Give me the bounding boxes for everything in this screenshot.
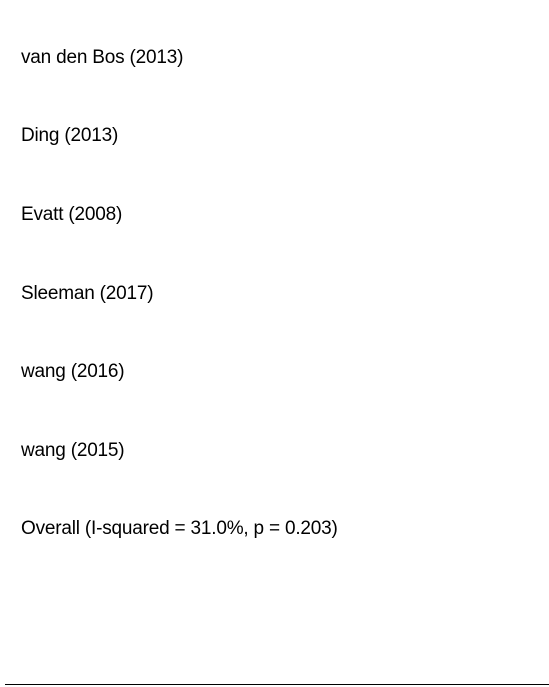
study-label-ding-2013: Ding (2013) [21, 125, 119, 146]
bottom-axis-line [5, 684, 549, 685]
study-label-evatt-2008: Evatt (2008) [21, 204, 123, 225]
study-label-wang-2016: wang (2016) [21, 361, 125, 382]
study-label-sleeman-2017: Sleeman (2017) [21, 283, 154, 304]
overall-summary-label: Overall (I-squared = 31.0%, p = 0.203) [21, 518, 338, 539]
study-label-van-den-bos-2013: van den Bos (2013) [21, 47, 184, 68]
study-label-wang-2015: wang (2015) [21, 440, 125, 461]
